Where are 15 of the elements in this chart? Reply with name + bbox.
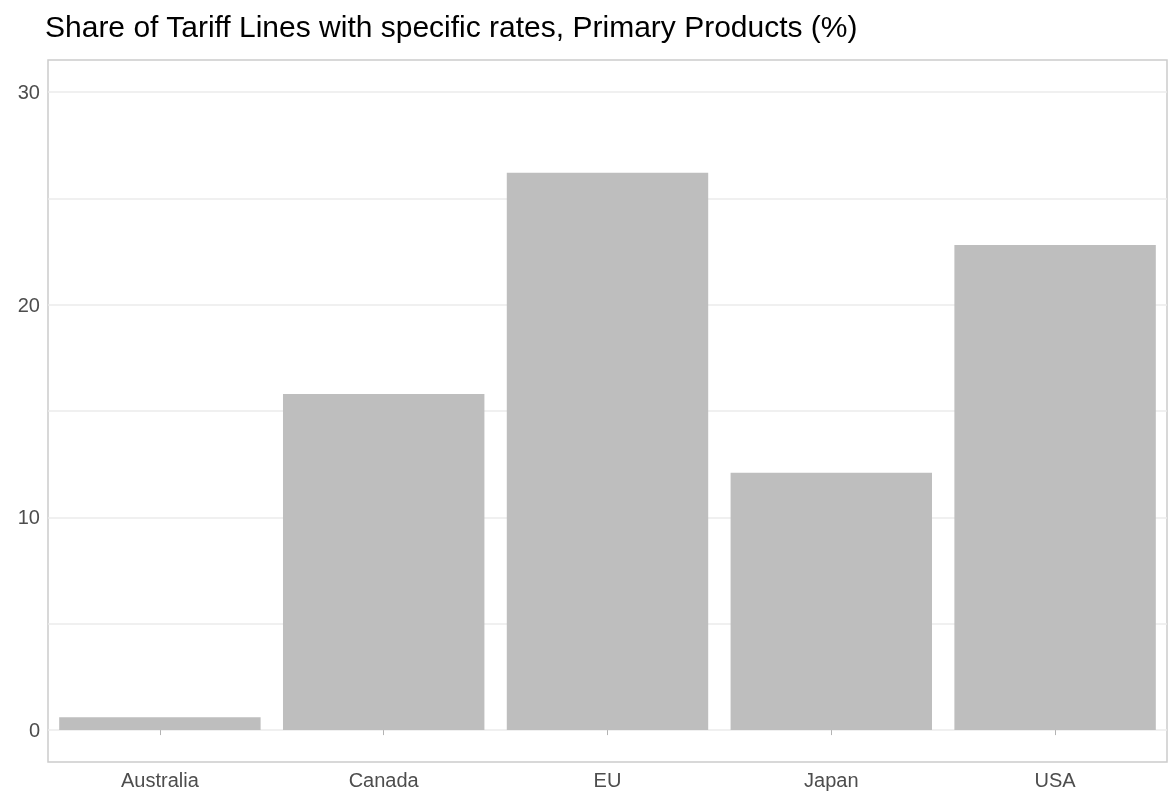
y-tick-label: 0 <box>28 719 40 742</box>
y-tick-label: 30 <box>17 80 40 103</box>
bar <box>730 472 933 731</box>
bar <box>282 393 485 731</box>
chart-title: Share of Tariff Lines with specific rates, Primary Products (%) <box>45 9 858 43</box>
x-tick-label: USA <box>1034 769 1077 791</box>
x-tick-label: EU <box>593 769 622 791</box>
x-tick-label: Australia <box>120 769 200 791</box>
y-tick-label: 20 <box>17 293 40 316</box>
x-tick-label: Japan <box>804 769 859 791</box>
bar <box>954 245 1156 731</box>
y-tick-label: 10 <box>17 506 40 529</box>
x-tick-label: Canada <box>348 769 420 791</box>
bar <box>59 717 261 731</box>
bar <box>506 172 709 731</box>
